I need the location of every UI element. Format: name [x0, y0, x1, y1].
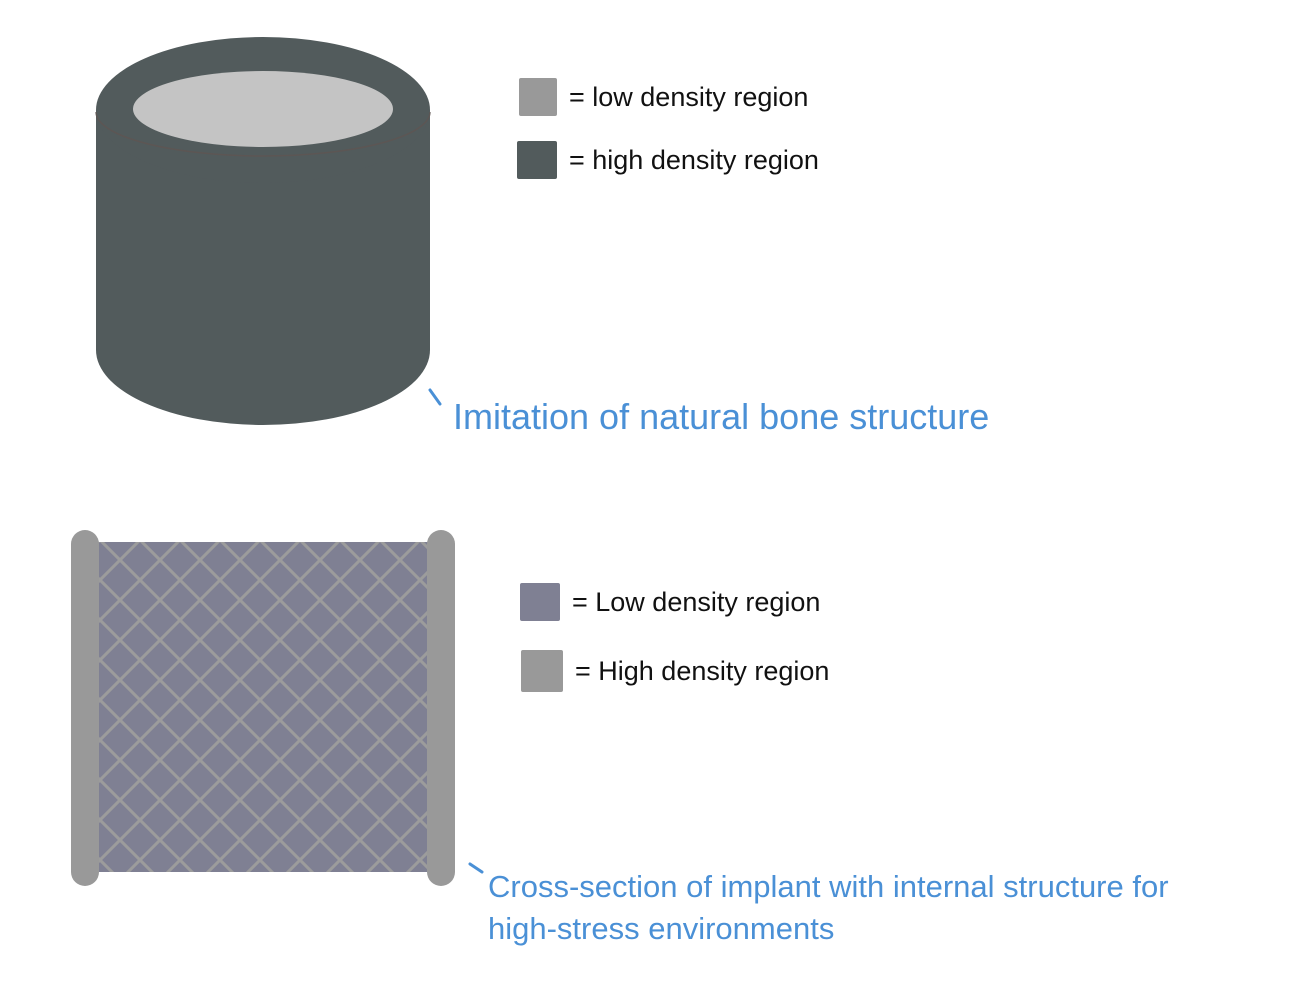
legend-item-high-density-caps: = High density region [521, 650, 829, 692]
lattice-strut [285, 727, 430, 872]
lattice-strut [245, 687, 430, 872]
lattice-strut [96, 733, 235, 872]
legend-item-low-density: = low density region [519, 78, 808, 116]
caption-pointer-tick [428, 388, 442, 406]
cylinder-rim-line [95, 111, 431, 157]
lattice-strut [96, 813, 155, 872]
lattice-strut [96, 542, 341, 787]
implant-cross-section-illustration [0, 520, 455, 900]
caption-pointer-tick-bottom [468, 862, 484, 874]
legend-label-low-density: = low density region [569, 81, 809, 112]
lattice-strut [0, 520, 40, 900]
lattice-strut [96, 542, 381, 827]
top-caption: Imitation of natural bone structure [453, 396, 990, 437]
legend-label-high-density-caps: = High density region [575, 655, 830, 686]
lattice-strut [0, 520, 80, 900]
lattice-strut [339, 542, 430, 633]
lattice-strut [325, 767, 430, 872]
lattice-strut [365, 807, 430, 872]
lattice-strut [405, 847, 430, 872]
lattice-strut [125, 567, 430, 872]
lattice-strut [96, 542, 221, 667]
left-end-cap-high-density [71, 530, 99, 886]
legend-item-high-density: = high density region [517, 141, 819, 179]
cylinder-core-low-density [133, 71, 393, 147]
legend-swatch-low-density [519, 78, 557, 116]
lattice-strut [96, 542, 421, 867]
legend-swatch-low-density-lattice [520, 583, 560, 621]
lattice-strut [165, 607, 430, 872]
legend-swatch-high-density [517, 141, 557, 179]
bottom-caption: Cross-section of implant with internal s… [488, 866, 1169, 950]
bottom-caption-line-1: Cross-section of implant with internal s… [488, 869, 1169, 904]
cylinder-body [96, 110, 430, 425]
lattice-strut [259, 542, 430, 713]
lattice-strut [96, 542, 261, 707]
right-end-cap-high-density [427, 530, 455, 886]
lattice-lines [0, 520, 430, 900]
bottom-caption-line-2: high-stress environments [488, 911, 835, 946]
legend-label-high-density: = high density region [569, 144, 819, 175]
legend-swatch-high-density-caps [521, 650, 563, 692]
lattice-strut [205, 647, 430, 872]
legend-item-low-density-lattice: = Low density region [520, 583, 820, 621]
legend-label-low-density-lattice: = Low density region [572, 586, 821, 617]
lattice-strut [96, 542, 301, 747]
lattice-strut [96, 542, 181, 627]
lattice-strut [0, 520, 80, 900]
bone-cylinder-illustration [95, 37, 431, 425]
lattice-strut [379, 542, 430, 593]
lattice-strut [299, 542, 430, 673]
lattice-strut [0, 520, 40, 900]
lattice-strut [96, 773, 195, 872]
